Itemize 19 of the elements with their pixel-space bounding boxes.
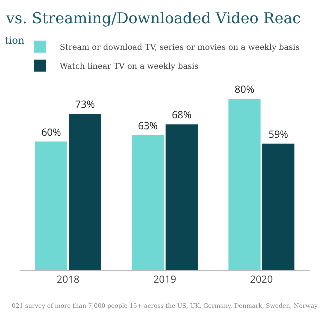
data-label: 59% (268, 126, 288, 141)
bar (35, 142, 68, 270)
data-label: 60% (42, 124, 62, 139)
chart-subtitle: tion (5, 36, 26, 47)
data-label: 63% (138, 118, 158, 132)
chart-title: vs. Streaming/Downloaded Video Reac (5, 9, 302, 28)
x-tick-label: 2018 (56, 272, 80, 286)
legend-label: Watch linear TV on a weekly basis (60, 62, 199, 72)
data-label: 68% (172, 108, 192, 122)
bar (228, 99, 261, 270)
x-tick-label: 2020 (250, 272, 274, 286)
x-tick-label: 2019 (154, 272, 177, 286)
data-label: 80% (234, 82, 255, 96)
bar (166, 124, 198, 270)
data-label: 73% (75, 96, 96, 111)
bar (262, 144, 295, 270)
bar (132, 135, 164, 270)
legend-label: Stream or download TV, series or movies on a weekly basis (60, 43, 300, 52)
bar (69, 114, 102, 270)
